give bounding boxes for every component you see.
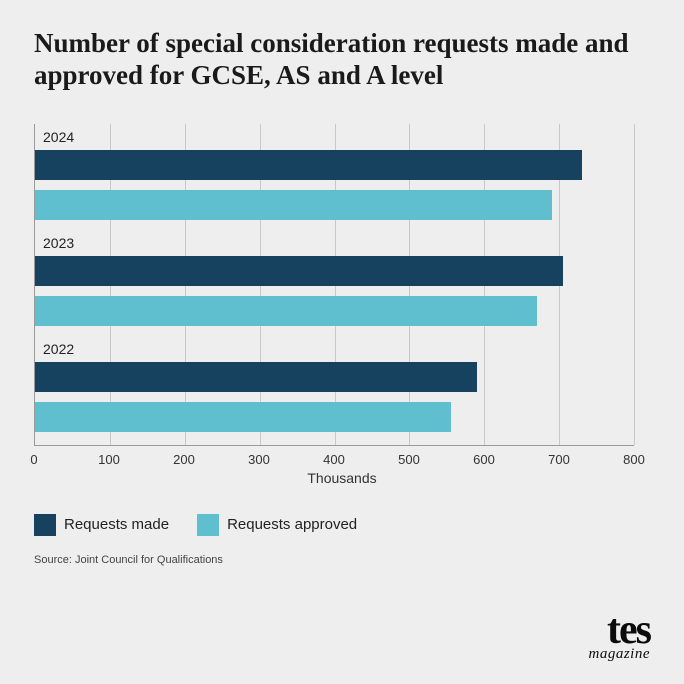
- legend-label-made: Requests made: [64, 516, 169, 533]
- x-tick-label: 600: [473, 452, 495, 467]
- x-tick-label: 500: [398, 452, 420, 467]
- tes-logo: tes magazine: [589, 615, 651, 660]
- legend-item-made: Requests made: [34, 514, 169, 536]
- legend-label-approved: Requests approved: [227, 516, 357, 533]
- x-axis-title: Thousands: [34, 470, 650, 486]
- x-tick-label: 300: [248, 452, 270, 467]
- x-tick-label: 0: [30, 452, 37, 467]
- logo-line2: magazine: [589, 649, 651, 660]
- bar-requests-made: [35, 256, 563, 286]
- bar-requests-made: [35, 150, 582, 180]
- grid-line: [634, 124, 635, 445]
- x-tick-label: 100: [98, 452, 120, 467]
- chart: 202420232022 0100200300400500600700800 T…: [34, 124, 650, 486]
- logo-line1: tes: [589, 615, 651, 647]
- source-text: Source: Joint Council for Qualifications: [34, 554, 650, 566]
- year-group: 2022: [35, 336, 634, 442]
- legend-swatch-approved: [197, 514, 219, 536]
- legend: Requests made Requests approved: [34, 514, 650, 536]
- bar-requests-approved: [35, 190, 552, 220]
- chart-title: Number of special consideration requests…: [34, 28, 650, 92]
- legend-item-approved: Requests approved: [197, 514, 357, 536]
- x-tick-label: 200: [173, 452, 195, 467]
- x-tick-label: 700: [548, 452, 570, 467]
- x-axis-ticks: 0100200300400500600700800: [34, 446, 634, 468]
- x-tick-label: 800: [623, 452, 645, 467]
- legend-swatch-made: [34, 514, 56, 536]
- year-group: 2023: [35, 230, 634, 336]
- year-label: 2024: [43, 129, 74, 145]
- bar-requests-approved: [35, 402, 451, 432]
- year-label: 2023: [43, 235, 74, 251]
- plot-area: 2024 2023 2022: [34, 124, 634, 446]
- year-group: 2024: [35, 124, 634, 230]
- year-label: 2022: [43, 341, 74, 357]
- bar-requests-approved: [35, 296, 537, 326]
- x-tick-label: 400: [323, 452, 345, 467]
- bar-requests-made: [35, 362, 477, 392]
